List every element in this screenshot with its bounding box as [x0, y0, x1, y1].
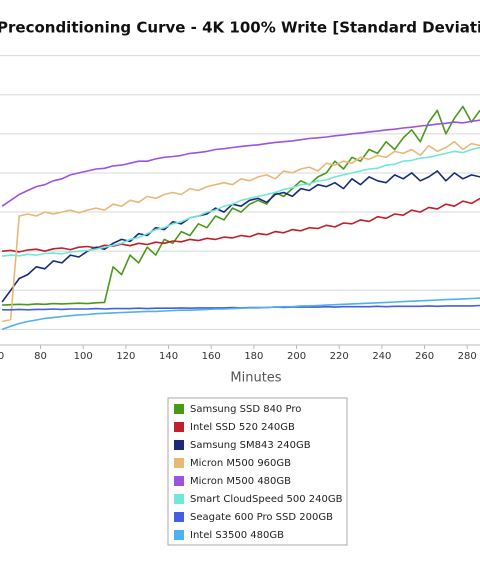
legend-swatch [174, 530, 184, 540]
legend-swatch [174, 422, 184, 432]
x-tick-label: 200 [287, 351, 306, 362]
legend-box [167, 397, 348, 546]
series-line [1, 297, 480, 331]
legend: Samsung SSD 840 Pro Intel SSD 520 240GB Sa… [174, 404, 343, 541]
legend-label: Intel SSD 520 240GB [190, 422, 295, 433]
legend-label: Micron M500 960GB [190, 458, 291, 469]
legend-label: Samsung SM843 240GB [190, 440, 311, 451]
x-tick-label: 280 [458, 351, 477, 362]
x-tick-label: 60 [0, 351, 4, 362]
series-line [1, 146, 480, 257]
legend-label: Intel S3500 480GB [190, 530, 284, 541]
series-line [2, 105, 480, 306]
x-tick-label: 260 [415, 351, 434, 362]
series-line [2, 197, 480, 253]
legend-swatch [174, 404, 184, 414]
x-tick-label: 100 [74, 351, 93, 362]
plot-lines [1, 105, 480, 331]
legend-swatch [174, 440, 184, 450]
legend-swatch [174, 494, 184, 504]
x-tick-label: 180 [244, 351, 263, 362]
legend-label: Seagate 600 Pro SSD 200GB [190, 512, 333, 523]
series-line [1, 119, 480, 207]
legend-swatch [174, 458, 184, 468]
x-tick-label: 80 [34, 351, 47, 362]
series-line [1, 140, 480, 323]
x-tick-label: 220 [330, 351, 349, 362]
x-tick-label: 120 [116, 351, 135, 362]
series-line [1, 170, 480, 303]
legend-label: Samsung SSD 840 Pro [190, 404, 301, 415]
legend-label: Smart CloudSpeed 500 240GB [190, 494, 343, 505]
x-tick-label: 160 [202, 351, 221, 362]
legend-label: Micron M500 480GB [190, 476, 291, 487]
legend-swatch [174, 476, 184, 486]
chart-title: Preconditioning Curve - 4K 100% Write [S… [0, 19, 480, 37]
x-tick-label: 240 [372, 351, 391, 362]
x-axis-label: Minutes [230, 371, 281, 386]
legend-swatch [174, 512, 184, 522]
x-tick-label: 140 [159, 351, 178, 362]
